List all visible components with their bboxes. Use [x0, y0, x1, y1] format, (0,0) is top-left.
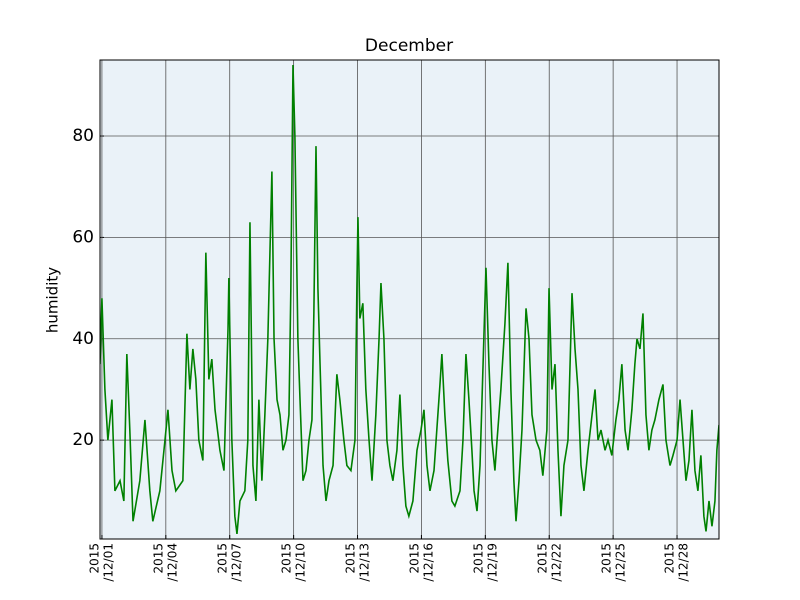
x-tick-label: 2015 /12/07	[215, 543, 244, 582]
x-tick-label: 2015 /12/28	[663, 543, 692, 582]
x-tick-label: 2015 /12/16	[407, 543, 436, 582]
x-tick-label: 2015 /12/04	[151, 543, 180, 582]
x-tick-label: 2015 /12/01	[87, 543, 116, 582]
plot-frame	[99, 59, 720, 540]
y-tick-label: 80	[72, 126, 94, 146]
x-tick-label: 2015 /12/25	[599, 543, 628, 582]
x-tick-label: 2015 /12/19	[471, 543, 500, 582]
y-axis-label: humidity	[44, 267, 62, 333]
y-tick-label: 20	[72, 430, 94, 450]
y-tick-label: 60	[72, 227, 94, 247]
chart-title: December	[365, 36, 453, 56]
y-tick-label: 40	[72, 329, 94, 349]
plot-area	[100, 60, 719, 539]
line-series	[100, 65, 719, 535]
x-tick-label: 2015 /12/13	[343, 543, 372, 582]
x-tick-label: 2015 /12/10	[279, 543, 308, 582]
x-tick-label: 2015 /12/22	[535, 543, 564, 582]
